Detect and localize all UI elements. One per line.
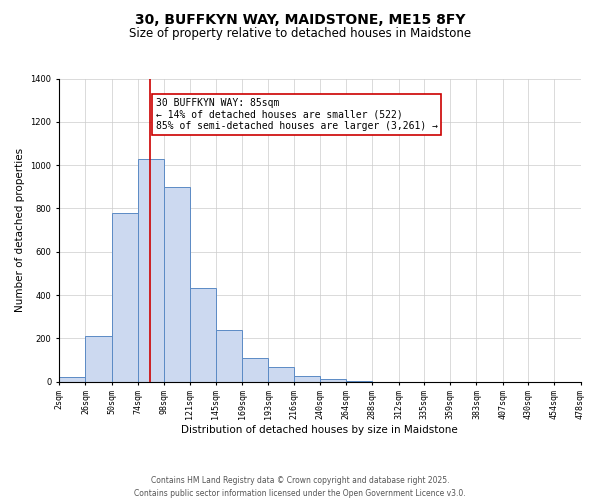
Bar [138,158,164,382]
Text: 30, BUFFKYN WAY, MAIDSTONE, ME15 8FY: 30, BUFFKYN WAY, MAIDSTONE, ME15 8FY [135,12,465,26]
Text: 30 BUFFKYN WAY: 85sqm
← 14% of detached houses are smaller (522)
85% of semi-det: 30 BUFFKYN WAY: 85sqm ← 14% of detached … [155,98,437,131]
Y-axis label: Number of detached properties: Number of detached properties [15,148,25,312]
Bar [59,378,85,382]
Bar [216,330,242,382]
Bar [293,376,320,382]
X-axis label: Distribution of detached houses by size in Maidstone: Distribution of detached houses by size … [181,425,458,435]
Bar [190,288,216,382]
Bar [85,336,112,382]
Text: Size of property relative to detached houses in Maidstone: Size of property relative to detached ho… [129,28,471,40]
Bar [242,358,268,382]
Bar [112,213,138,382]
Bar [320,378,346,382]
Bar [164,187,190,382]
Text: Contains HM Land Registry data © Crown copyright and database right 2025.
Contai: Contains HM Land Registry data © Crown c… [134,476,466,498]
Bar [268,366,293,382]
